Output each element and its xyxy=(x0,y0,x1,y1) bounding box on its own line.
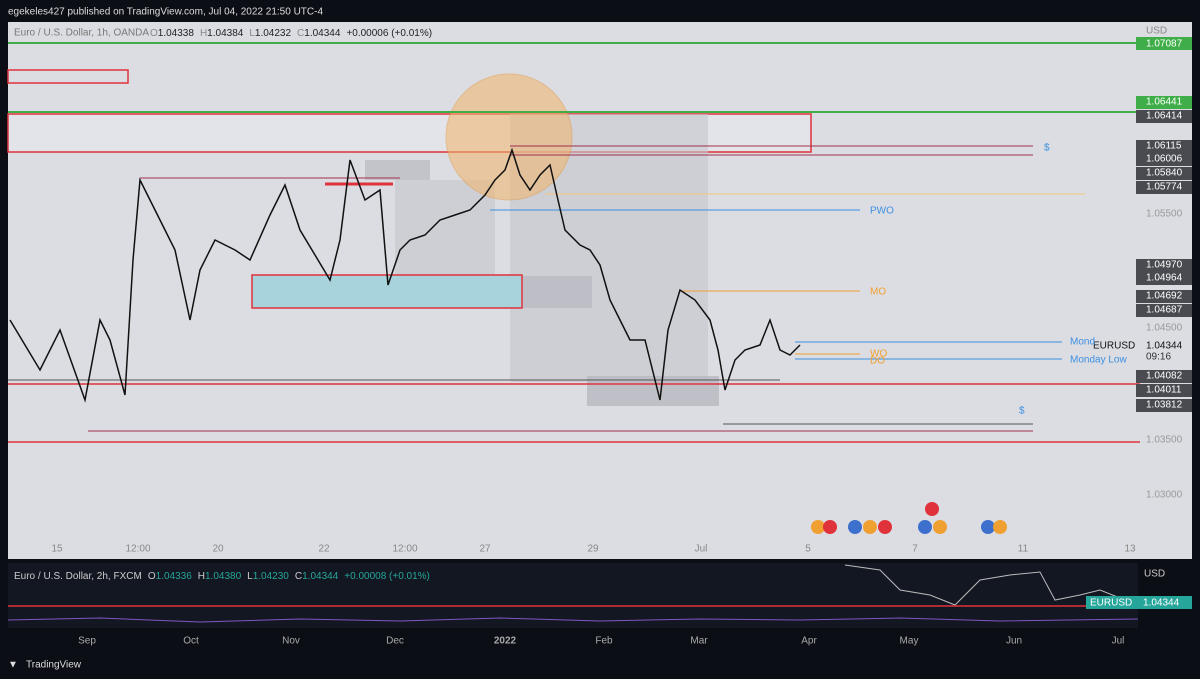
price-path xyxy=(9,147,801,403)
ohlc-letter: O xyxy=(148,571,156,582)
box xyxy=(365,160,430,180)
annotation: Monday Low xyxy=(1070,355,1127,366)
price-label: 1.05840 xyxy=(1146,168,1183,179)
ohlc-value: 1.04384 xyxy=(207,28,244,39)
ohlc-letter: L xyxy=(249,28,255,39)
price-label: 1.06414 xyxy=(1146,111,1183,122)
time-label: Jun xyxy=(1006,636,1022,647)
currency: USD xyxy=(1146,26,1167,37)
price-label: 1.04692 xyxy=(1146,291,1183,302)
ohlc-letter: L xyxy=(247,571,253,582)
ohlc-letter: C xyxy=(297,28,304,39)
time-label: Dec xyxy=(386,636,404,647)
price-label: 1.06115 xyxy=(1146,141,1182,152)
ohlc-value: 1.04230 xyxy=(253,571,290,582)
change: +0.00006 (+0.01%) xyxy=(346,28,432,39)
ohlc-value: 1.04338 xyxy=(158,28,195,39)
price-label: 1.06441 xyxy=(1146,97,1183,108)
ohlc-letter: H xyxy=(200,28,207,39)
last-symbol: EURUSD xyxy=(1090,598,1132,609)
price-label: 1.05500 xyxy=(1146,209,1183,220)
price-label: 1.03000 xyxy=(1146,490,1183,501)
brand-logo: ▼ xyxy=(8,660,18,671)
tag-bg xyxy=(1138,596,1192,609)
time-label: 11 xyxy=(1018,544,1029,555)
ohlc-value: 1.04232 xyxy=(255,28,292,39)
time-label: Mar xyxy=(690,636,708,647)
time-label: Sep xyxy=(78,636,96,647)
price-tag-bg xyxy=(1136,37,1192,50)
countdown: 09:16 xyxy=(1146,352,1171,363)
price-tags xyxy=(1136,110,1192,412)
ohlc: O1.04338 H1.04384 L1.04232 C1.04344 +0.00006… xyxy=(150,28,432,39)
ohlc-value: 1.04344 xyxy=(304,28,341,39)
ohlc-letter: C xyxy=(295,571,302,582)
brand: TradingView xyxy=(26,660,82,671)
header: egekeles427 published on TradingView.com… xyxy=(8,7,323,18)
price-label: 1.04011 xyxy=(1146,385,1182,396)
last-symbol: EURUSD xyxy=(1093,341,1135,352)
time-label: 12:00 xyxy=(392,544,417,555)
annotation: Mond xyxy=(1070,337,1095,348)
time-label: 13 xyxy=(1124,544,1136,555)
zone xyxy=(7,69,129,84)
time-label: 5 xyxy=(805,544,811,555)
symbol: Euro / U.S. Dollar, 2h, FXCM xyxy=(14,571,142,582)
box xyxy=(522,276,592,308)
time-label: Feb xyxy=(595,636,613,647)
event-icons xyxy=(811,502,1007,534)
last-price: 1.04344 xyxy=(1143,598,1180,609)
time-label: 29 xyxy=(587,544,599,555)
annotation: PWO xyxy=(870,206,894,217)
time-label: Oct xyxy=(183,636,199,647)
price-label: 1.06006 xyxy=(1146,154,1183,165)
tag-bg xyxy=(1086,596,1138,609)
box xyxy=(587,376,719,406)
highlight xyxy=(445,73,573,201)
time-label: 7 xyxy=(912,544,918,555)
annotation: MO xyxy=(870,287,886,298)
time-label: 20 xyxy=(212,544,224,555)
price-label: 1.04500 xyxy=(1146,323,1183,334)
time-label: 2022 xyxy=(494,636,517,647)
annotation: DO xyxy=(870,356,885,367)
lower-pane xyxy=(8,563,1138,628)
change: +0.00008 (+0.01%) xyxy=(344,571,430,582)
price-label: 1.04344 xyxy=(1146,341,1183,352)
price-label: 1.03812 xyxy=(1146,400,1183,411)
ohlc-value: 1.04336 xyxy=(156,571,193,582)
time-label: May xyxy=(900,636,919,647)
price-label: 1.07087 xyxy=(1146,39,1183,50)
time-label: 15 xyxy=(51,544,63,555)
ohlc-letter: H xyxy=(198,571,205,582)
price-tag-bg xyxy=(1136,96,1192,109)
box xyxy=(395,180,495,275)
price-label: 1.04964 xyxy=(1146,273,1183,284)
annotation: $ xyxy=(1044,143,1050,154)
ohlc-letter: O xyxy=(150,28,158,39)
lower-price-path xyxy=(844,564,1126,606)
price-label: 1.04687 xyxy=(1146,305,1183,316)
lower-legend: Euro / U.S. Dollar, 2h, FXCM O1.04336 H1.0… xyxy=(14,571,430,582)
time-label: 12:00 xyxy=(125,544,150,555)
annotation: WO xyxy=(870,349,887,360)
price-label: 1.03500 xyxy=(1146,435,1183,446)
time-label: Jul xyxy=(1112,636,1125,647)
time-label: Jul xyxy=(695,544,708,555)
symbol: Euro / U.S. Dollar, 1h, OANDA xyxy=(14,28,149,39)
ohlc-value: 1.04380 xyxy=(205,571,242,582)
price-label: 1.05774 xyxy=(1146,182,1183,193)
time-label: Apr xyxy=(801,636,817,647)
oscillator xyxy=(7,617,1139,623)
ohlc-value: 1.04344 xyxy=(302,571,339,582)
currency: USD xyxy=(1144,569,1165,580)
price-label: 1.04970 xyxy=(1146,260,1183,271)
time-label: 27 xyxy=(479,544,491,555)
price-label: 1.04082 xyxy=(1146,371,1183,382)
time-label: 22 xyxy=(318,544,330,555)
annotation: $ xyxy=(1019,406,1025,417)
time-label: Nov xyxy=(282,636,300,647)
